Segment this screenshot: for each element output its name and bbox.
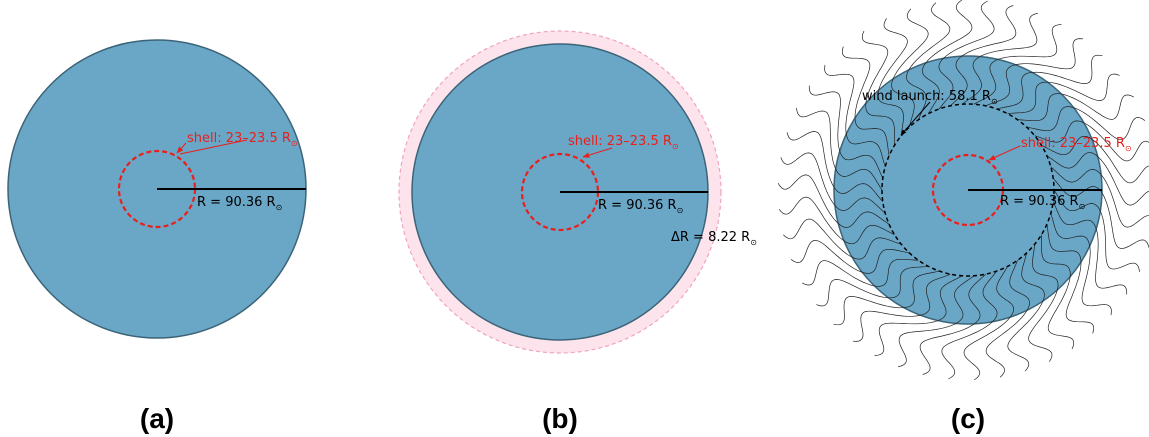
shell-label: shell: 23–23.5 R⊙ (187, 131, 298, 148)
wind-streamline (1046, 224, 1095, 334)
wind-streamline (919, 273, 986, 375)
radius-label: R = 90.36 R⊙ (598, 198, 683, 215)
wind-streamline (1053, 189, 1140, 272)
shell-pointer-line (179, 139, 248, 155)
sun-symbol: ⊙ (291, 139, 298, 148)
wind-streamline (1034, 120, 1149, 162)
sun-symbol: ⊙ (677, 206, 684, 215)
wind-streamline (921, 0, 973, 114)
radius-label: R = 90.36 R⊙ (1000, 194, 1085, 211)
sun-symbol: ⊙ (276, 203, 283, 212)
wind-streamline (897, 275, 975, 368)
shell-pointer-arrow (176, 142, 187, 154)
shell-pointer-line (582, 147, 613, 158)
wind-streamline (906, 2, 951, 120)
shell-label: shell: 23–23.5 R⊙ (568, 134, 679, 151)
wind-streamline (985, 260, 1030, 378)
wind-streamline (973, 24, 1062, 105)
wind-streamline (1028, 244, 1059, 362)
wind-streamline (1050, 166, 1149, 228)
sun-symbol: ⊙ (991, 97, 998, 106)
wind-launch-label: wind launch: 58.1 R⊙ (862, 89, 998, 106)
sun-symbol: ⊙ (750, 238, 757, 247)
wind-streamline (985, 38, 1084, 107)
shell-pointer-line (988, 145, 1021, 161)
wind-pointer-line (900, 101, 931, 136)
wind-streamline (833, 270, 940, 326)
wind-streamline (786, 131, 884, 202)
panel-b: shell: 23–23.5 R⊙ R = 90.36 R⊙ ΔR = 8.22… (398, 30, 757, 434)
wind-streamline (780, 152, 886, 214)
wind-streamline (938, 0, 995, 110)
wind-streamline (996, 54, 1103, 110)
delta-r-label: ΔR = 8.22 R⊙ (671, 230, 757, 247)
wind-streamline (824, 64, 886, 167)
wind-streamline (796, 108, 883, 191)
wind-streamlines (777, 0, 1149, 381)
panel-tag: (b) (542, 403, 578, 434)
sun-symbol: ⊙ (1079, 202, 1086, 211)
wind-streamline (1041, 135, 1149, 184)
wind-streamline (1017, 93, 1134, 122)
wind-streamline (1026, 106, 1146, 141)
wind-streamline (1007, 252, 1045, 372)
wind-streamline (777, 174, 890, 228)
wind-streamline (877, 18, 908, 136)
wind-streamline (1052, 201, 1128, 295)
sun-symbol: ⊙ (1125, 144, 1132, 153)
wind-streamline (778, 196, 895, 245)
wind-streamline (808, 85, 884, 179)
wind-streamline (963, 266, 1015, 381)
wind-streamline (950, 5, 1017, 107)
wind-streamline (874, 275, 963, 356)
wind-streamline (941, 270, 998, 380)
shell-label: shell: 23–23.5 R⊙ (1021, 136, 1132, 153)
panel-tag: (c) (951, 403, 985, 434)
wind-streamline (852, 273, 951, 342)
panel-c: wind launch: 58.1 R⊙ shell: 23–23.5 R⊙ R… (777, 0, 1149, 434)
wind-streamline (790, 239, 910, 274)
panel-a: shell: 23–23.5 R⊙ R = 90.36 R⊙ (a) (7, 39, 307, 434)
wind-streamline (1046, 152, 1149, 206)
wind-streamline (1050, 213, 1112, 316)
radius-label: R = 90.36 R⊙ (197, 195, 282, 212)
wind-streamline (861, 30, 895, 146)
wind-streamline (1052, 178, 1149, 249)
wind-streamline (1041, 234, 1075, 350)
wind-streamline (816, 266, 929, 307)
wind-streamline (961, 12, 1039, 105)
wind-streamline (841, 46, 890, 156)
wind-streamline (1007, 73, 1120, 114)
wind-streamline (891, 8, 929, 128)
wind-streamline (783, 218, 902, 260)
panel-tag: (a) (140, 403, 174, 434)
wind-streamline (802, 258, 919, 287)
sun-symbol: ⊙ (672, 142, 679, 151)
